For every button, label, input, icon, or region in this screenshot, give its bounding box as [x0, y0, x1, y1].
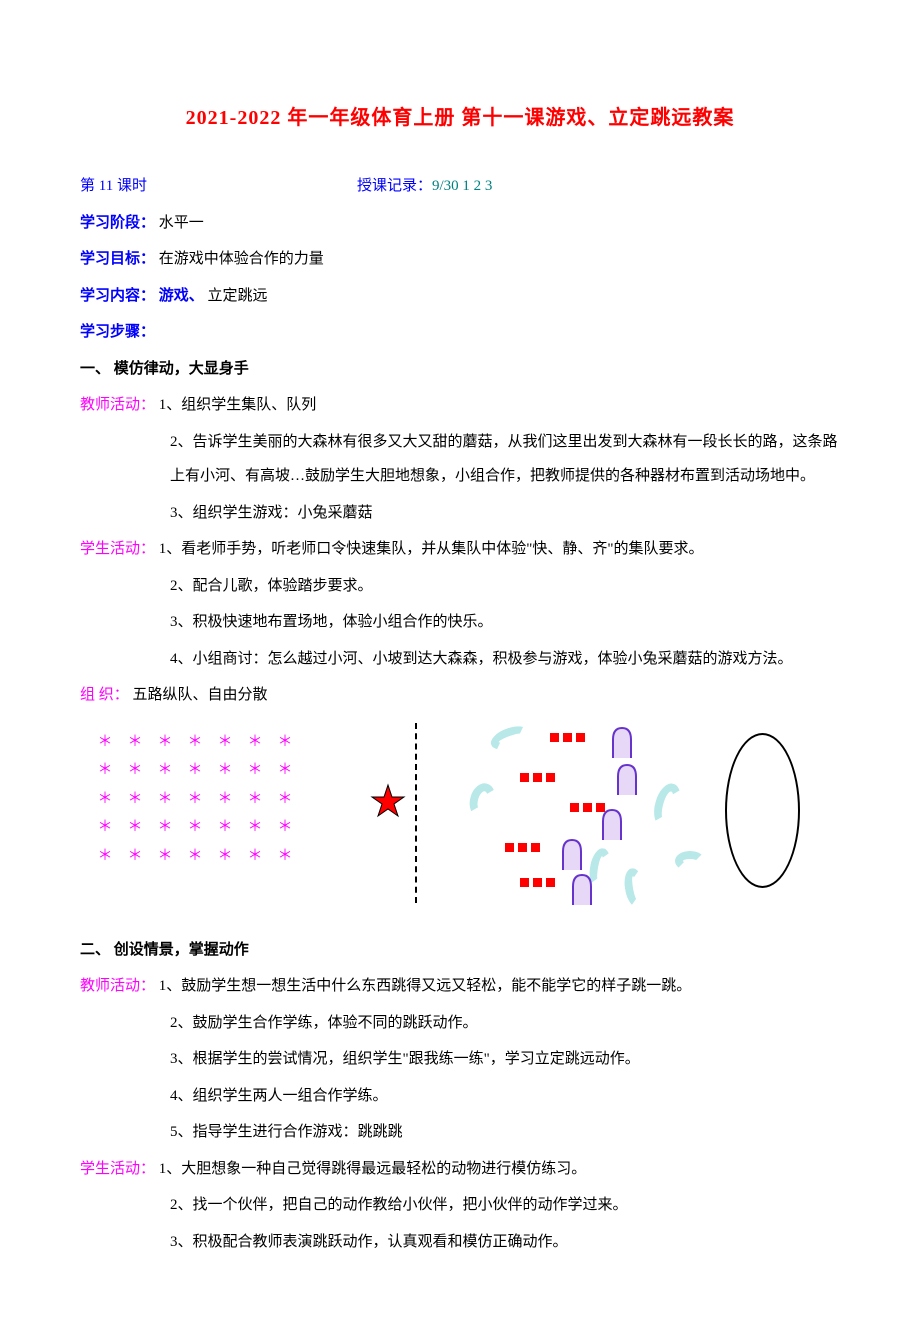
- s2-student-3: 3、积极配合教师表演跳跃动作，认真观看和模仿正确动作。: [80, 1225, 840, 1260]
- teacher-label-2: 教师活动：: [80, 978, 155, 994]
- s2-teacher-3: 3、根据学生的尝试情况，组织学生"跟我练一练"，学习立定跳远动作。: [80, 1042, 840, 1077]
- s2-teacher-1: 1、鼓励学生想一想生活中什么东西跳得又远又轻松，能不能学它的样子跳一跳。: [159, 978, 692, 994]
- s1-teacher-3: 3、组织学生游戏：小兔采蘑菇: [80, 496, 840, 531]
- s1-student-1: 1、看老师手势，听老师口令快速集队，并从集队中体验"快、静、齐"的集队要求。: [159, 541, 704, 557]
- asterisk-row: ＊＊＊＊＊＊＊: [90, 756, 300, 785]
- org-row: 组 织： 五路纵队、自由分散: [80, 678, 840, 713]
- org-value: 五路纵队、自由分散: [133, 687, 268, 703]
- stage-label: 学习阶段：: [80, 215, 155, 231]
- cyan-shape: [675, 851, 705, 871]
- asterisk-row: ＊＊＊＊＊＊＊: [90, 813, 300, 842]
- asterisk-grid: ＊＊＊＊＊＊＊＊＊＊＊＊＊＊＊＊＊＊＊＊＊＊＊＊＊＊＊＊＊＊＊＊＊＊＊: [80, 723, 300, 871]
- goal-value: 在游戏中体验合作的力量: [159, 251, 324, 267]
- asterisk-row: ＊＊＊＊＊＊＊: [90, 728, 300, 757]
- steps-label-row: 学习步骤：: [80, 315, 840, 350]
- s1-teacher-2: 2、告诉学生美丽的大森林有很多又大又甜的蘑菇，从我们这里出发到大森林有一段长长的…: [80, 425, 840, 494]
- asterisk-row: ＊＊＊＊＊＊＊: [90, 785, 300, 814]
- red-dots-group: [505, 843, 540, 852]
- dashed-divider: [415, 723, 417, 903]
- arch-icon: [560, 838, 584, 872]
- student-label: 学生活动：: [80, 541, 155, 557]
- s2-teacher-4: 4、组织学生两人一组合作学练。: [80, 1079, 840, 1114]
- s2-teacher-2: 2、鼓励学生合作学练，体验不同的跳跃动作。: [80, 1006, 840, 1041]
- cyan-shape: [650, 780, 686, 830]
- page-title: 2021-2022 年一年级体育上册 第十一课游戏、立定跳远教案: [80, 95, 840, 141]
- s2-student-1: 1、大胆想象一种自己觉得跳得最远最轻松的动物进行模仿练习。: [159, 1161, 587, 1177]
- content-row: 学习内容： 游戏、 立定跳远: [80, 279, 840, 314]
- record-label: 授课记录：: [357, 169, 432, 204]
- s1-student-2: 2、配合儿歌，体验踏步要求。: [80, 569, 840, 604]
- star-icon: [370, 783, 406, 833]
- oval-shape: [725, 733, 800, 888]
- cyan-shape: [466, 780, 499, 820]
- right-diagram: [460, 723, 880, 908]
- org-label: 组 织：: [80, 687, 129, 703]
- stage-value: 水平一: [159, 215, 204, 231]
- s1-student-4: 4、小组商讨：怎么越过小河、小坡到达大森森，积极参与游戏，体验小兔采蘑菇的游戏方…: [80, 642, 840, 677]
- arch-icon: [570, 873, 594, 907]
- goal-label: 学习目标：: [80, 251, 155, 267]
- red-dots-group: [520, 773, 555, 782]
- record-value: 9/30 1 2 3: [432, 169, 492, 204]
- s1-teacher-1: 1、组织学生集队、队列: [159, 397, 317, 413]
- arch-icon: [615, 763, 639, 797]
- s1-teacher-row: 教师活动： 1、组织学生集队、队列: [80, 388, 840, 423]
- content-label: 学习内容：: [80, 288, 155, 304]
- cyan-shape: [622, 866, 649, 909]
- arch-icon: [610, 726, 634, 760]
- section2-header: 二、 创设情景，掌握动作: [80, 933, 840, 968]
- s1-student-row: 学生活动： 1、看老师手势，听老师口令快速集队，并从集队中体验"快、静、齐"的集…: [80, 532, 840, 567]
- s2-student-2: 2、找一个伙伴，把自己的动作教给小伙伴，把小伙伴的动作学过来。: [80, 1188, 840, 1223]
- lesson-period-row: 第 11 课时 授课记录： 9/30 1 2 3: [80, 169, 840, 204]
- diagram: ＊＊＊＊＊＊＊＊＊＊＊＊＊＊＊＊＊＊＊＊＊＊＊＊＊＊＊＊＊＊＊＊＊＊＊: [80, 723, 840, 913]
- goal-row: 学习目标： 在游戏中体验合作的力量: [80, 242, 840, 277]
- period-label: 第 11 课时: [80, 169, 147, 204]
- asterisk-row: ＊＊＊＊＊＊＊: [90, 842, 300, 871]
- s2-student-row: 学生活动： 1、大胆想象一种自己觉得跳得最远最轻松的动物进行模仿练习。: [80, 1152, 840, 1187]
- teacher-label: 教师活动：: [80, 397, 155, 413]
- student-label-2: 学生活动：: [80, 1161, 155, 1177]
- arch-icon: [600, 808, 624, 842]
- s2-teacher-row: 教师活动： 1、鼓励学生想一想生活中什么东西跳得又远又轻松，能不能学它的样子跳一…: [80, 969, 840, 1004]
- s2-teacher-5: 5、指导学生进行合作游戏：跳跳跳: [80, 1115, 840, 1150]
- section1-header: 一、 模仿律动，大显身手: [80, 352, 840, 387]
- s1-student-3: 3、积极快速地布置场地，体验小组合作的快乐。: [80, 605, 840, 640]
- red-dots-group: [550, 733, 585, 742]
- stage-row: 学习阶段： 水平一: [80, 206, 840, 241]
- steps-label: 学习步骤：: [80, 324, 155, 340]
- content-label2: 游戏、: [159, 288, 204, 304]
- content-value: 立定跳远: [208, 288, 268, 304]
- red-dots-group: [520, 878, 555, 887]
- cyan-shape: [488, 721, 532, 753]
